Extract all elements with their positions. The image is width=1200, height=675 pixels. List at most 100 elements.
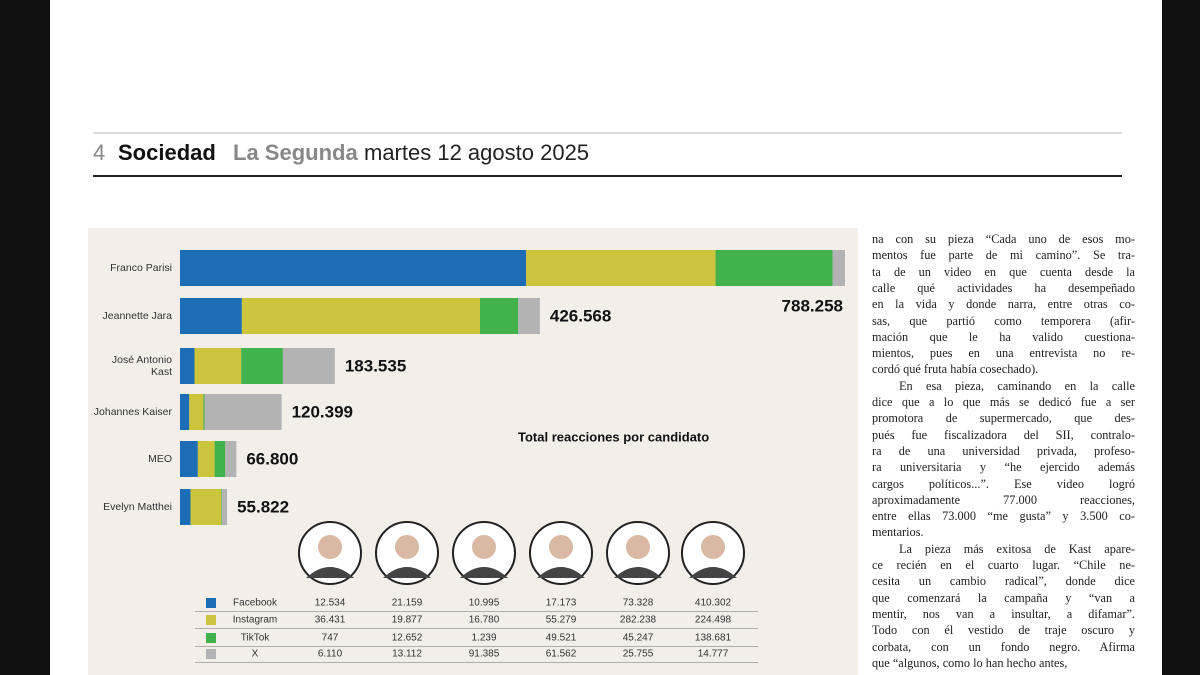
article-line: mación que le ha valido cuestiona- [872, 329, 1135, 344]
bar-segment [241, 348, 283, 384]
article-line: En esa pieza, caminando en la calle [899, 378, 1135, 393]
table-value: 49.521 [546, 633, 577, 644]
portrait-body [460, 567, 508, 578]
article-line: entre ellas 73.000 “me gusta” y 3.500 co… [872, 509, 1135, 524]
total-label: 788.258 [782, 296, 843, 315]
table-value: 73.328 [623, 598, 654, 609]
category-label: Franco Parisi [110, 262, 172, 274]
portrait-body [383, 567, 431, 578]
portrait-face [318, 535, 342, 559]
article-line: ra universitaria y “he ejercido además [872, 460, 1135, 475]
article-line: ce recién en el cuarto lugar. “Chile ne- [872, 558, 1135, 572]
article-line: La pieza más exitosa de Kast apare- [899, 541, 1135, 556]
total-label: 55.822 [237, 497, 289, 516]
total-label: 183.535 [345, 356, 406, 375]
bar-segment [180, 298, 242, 334]
bar-segment [180, 250, 527, 286]
bar-segment [518, 298, 540, 334]
table-value: 6.110 [318, 649, 343, 660]
table-value: 25.755 [623, 649, 654, 660]
legend-label: TikTok [241, 633, 271, 644]
table-value: 55.279 [546, 615, 577, 626]
article-line: corbata, con un fondo negro. Afirma [872, 639, 1135, 654]
table-value: 19.877 [392, 615, 423, 626]
category-label: Johannes Kaiser [93, 406, 172, 418]
table-value: 12.534 [315, 598, 346, 609]
article-line: promotora de supermercado, que des- [872, 411, 1135, 426]
table-value: 1.239 [471, 633, 496, 644]
portrait-face [549, 535, 573, 559]
portrait-face [395, 535, 419, 559]
article-line: ra de una universidad privada, profeso- [872, 443, 1135, 458]
total-label: 120.399 [292, 402, 353, 421]
article-line: Todo con él vestido de traje oscuro y [872, 623, 1135, 638]
table-value: 36.431 [315, 615, 346, 626]
table-value: 45.247 [623, 633, 654, 644]
article-line: aproximadamente 77.000 reacciones, [872, 492, 1135, 507]
table-value: 13.112 [392, 649, 422, 660]
article-line: cordó qué fruta había cosechado). [872, 362, 1039, 377]
category-label: MEO [148, 453, 172, 465]
article-line: que comenzará la campaña y “van a [872, 590, 1135, 605]
legend-swatch [206, 615, 216, 625]
table-value: 16.780 [469, 615, 500, 626]
table-value: 17.173 [546, 598, 577, 609]
table-value: 21.159 [392, 598, 423, 609]
bar-segment [225, 441, 237, 477]
portrait-body [614, 567, 662, 578]
article-line: mientos, pues en una entrevista no re- [872, 346, 1135, 361]
article-line: dice que a lo que más se dedicó fue a se… [872, 395, 1135, 409]
total-label: 426.568 [550, 306, 611, 325]
category-label: Jeannette Jara [102, 310, 172, 322]
table-value: 14.777 [698, 649, 729, 660]
table-value: 282.238 [620, 615, 657, 626]
table-value: 12.652 [392, 633, 423, 644]
table-value: 91.385 [469, 649, 500, 660]
portrait-body [537, 567, 585, 578]
article-line: mentir, nos van a insultar, a difamar”. [872, 606, 1135, 621]
article-line: calle qué actividades ha desempeñado [872, 280, 1135, 295]
legend-swatch [206, 598, 216, 608]
article-line: cargos políticos...”. Ese video logró [872, 476, 1135, 491]
total-label: 66.800 [246, 449, 298, 468]
paper-name: La Segunda [233, 140, 358, 165]
article-line: pués fue fiscalizadora del SII, contralo… [872, 427, 1135, 442]
article-line: ta de un video en que cuenta desde la [872, 264, 1135, 279]
legend-swatch [206, 633, 216, 643]
bar-segment [479, 298, 519, 334]
bar-segment [526, 250, 716, 286]
article-line: en la vida y donde narra, entre otras co… [872, 297, 1135, 312]
bar-segment [832, 250, 845, 286]
table-value: 747 [322, 633, 339, 644]
table-value: 10.995 [469, 598, 500, 609]
bar-segment [194, 348, 242, 384]
portrait-face [701, 535, 725, 559]
bar-segment [204, 394, 282, 430]
portrait-face [472, 535, 496, 559]
bar-segment [190, 489, 222, 525]
bar-segment [180, 394, 190, 430]
bar-segment [214, 441, 226, 477]
category-label: Evelyn Matthei [103, 501, 172, 513]
article-line: sas, que partió como temporera (afir- [872, 313, 1135, 328]
legend-label: Facebook [233, 598, 278, 609]
portrait-face [626, 535, 650, 559]
date: martes 12 agosto 2025 [364, 140, 590, 165]
bar-segment [221, 489, 222, 525]
bar-segment [282, 348, 335, 384]
bar-segment [241, 298, 480, 334]
portrait-body [306, 567, 354, 578]
article-line: cesita un cambio radical”, donde dice [872, 574, 1135, 589]
bar-segment [203, 394, 205, 430]
category-label: José Antonio Kast [111, 354, 172, 378]
article-line: que “algunos, como lo han hecho antes, [872, 655, 1068, 670]
table-value: 61.562 [546, 649, 577, 660]
legend-swatch [206, 649, 216, 659]
table-value: 410.302 [695, 598, 732, 609]
bar-segment [715, 250, 833, 286]
bar-segment [180, 441, 198, 477]
page-number: 4 [93, 140, 106, 165]
article-line: mentos fue parte de mi camino”. Se tra- [872, 248, 1135, 263]
